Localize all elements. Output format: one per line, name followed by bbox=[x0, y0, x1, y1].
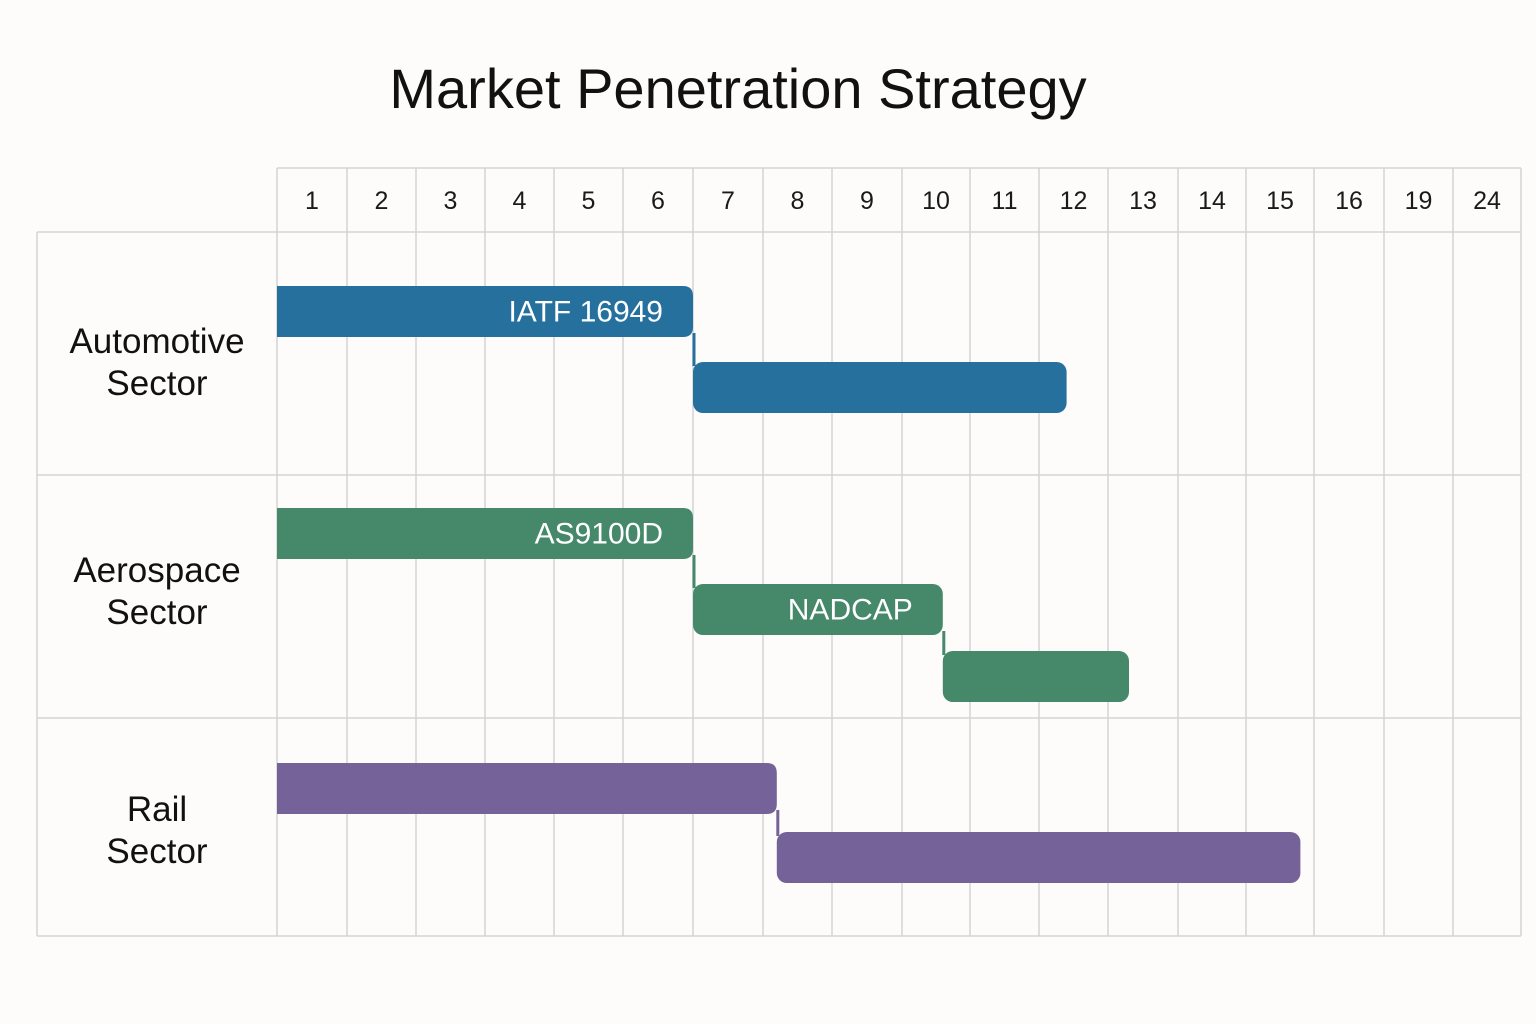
x-tick-label: 7 bbox=[721, 187, 735, 215]
gantt-bar bbox=[277, 763, 777, 814]
bar-label: IATF 16949 bbox=[508, 296, 663, 329]
row-label: Sector bbox=[106, 832, 207, 871]
x-tick-label: 15 bbox=[1266, 187, 1294, 215]
x-tick-label: 8 bbox=[791, 187, 805, 215]
x-tick-label: 14 bbox=[1198, 187, 1226, 215]
bars: IATF 16949 AS9100D NADCAP bbox=[277, 286, 1301, 883]
row-label: Sector bbox=[106, 364, 207, 403]
row-labels: AutomotiveSectorAerospaceSectorRailSecto… bbox=[69, 322, 244, 871]
row-label: Rail bbox=[127, 790, 187, 829]
gantt-bar bbox=[693, 362, 1067, 413]
x-axis-ticks: 1 2 3 4 5 6 7 8 9 10 11 12 13 14 15 16 19 24 bbox=[305, 187, 1501, 215]
x-tick-label: 19 bbox=[1405, 187, 1433, 215]
x-tick-label: 4 bbox=[513, 187, 527, 215]
x-tick-label: 10 bbox=[922, 187, 950, 215]
x-tick-label: 3 bbox=[444, 187, 458, 215]
row-label: Automotive bbox=[69, 322, 244, 361]
x-tick-label: 24 bbox=[1473, 187, 1501, 215]
x-tick-label: 13 bbox=[1129, 187, 1157, 215]
x-tick-label: 2 bbox=[375, 187, 389, 215]
row-label: Sector bbox=[106, 593, 207, 632]
x-tick-label: 12 bbox=[1060, 187, 1088, 215]
gantt-bar bbox=[693, 584, 943, 635]
x-tick-label: 16 bbox=[1335, 187, 1363, 215]
gantt-bar bbox=[942, 651, 1129, 702]
chart-title: Market Penetration Strategy bbox=[389, 57, 1086, 120]
gantt-bar bbox=[277, 508, 693, 559]
x-tick-label: 6 bbox=[651, 187, 665, 215]
bar-label: NADCAP bbox=[788, 594, 913, 627]
gantt-bar bbox=[776, 832, 1301, 883]
x-tick-label: 5 bbox=[582, 187, 596, 215]
row-label: Aerospace bbox=[73, 551, 240, 590]
x-tick-label: 9 bbox=[860, 187, 874, 215]
x-tick-label: 11 bbox=[992, 187, 1018, 215]
x-tick-label: 1 bbox=[305, 187, 319, 215]
gantt-bar bbox=[277, 286, 693, 337]
bar-label: AS9100D bbox=[535, 518, 663, 551]
